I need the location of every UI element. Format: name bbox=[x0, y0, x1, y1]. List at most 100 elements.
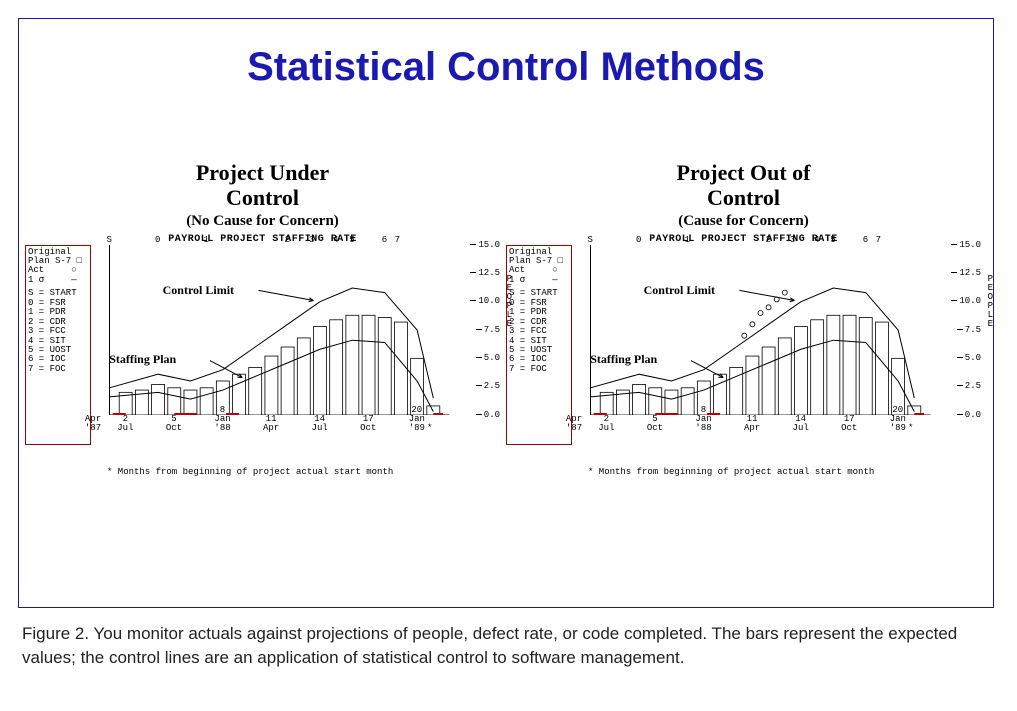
milestone-label: 3 bbox=[790, 235, 795, 245]
y-tick: 10.0 bbox=[470, 296, 500, 306]
bar bbox=[843, 315, 856, 415]
x-tick: 14Jul bbox=[793, 415, 809, 433]
milestone-label: 0 bbox=[636, 235, 641, 245]
bar bbox=[200, 387, 213, 414]
bar bbox=[859, 317, 872, 414]
x-tick: 2Jul bbox=[598, 415, 614, 433]
y-axis-label: PEOPLE bbox=[988, 275, 993, 329]
milestone-label: 1 bbox=[685, 235, 690, 245]
y-tick: 15.0 bbox=[470, 240, 500, 250]
milestone-label: 5 bbox=[349, 235, 354, 245]
chart-subtitle: Project Out ofControl bbox=[506, 160, 981, 211]
x-tick: Apr'87 bbox=[566, 415, 582, 433]
x-tick: 5Oct bbox=[647, 415, 663, 433]
y-tick: 5.0 bbox=[957, 353, 981, 363]
chart-panel: Project Out ofControl (Cause for Concern)… bbox=[506, 160, 981, 477]
actual-point bbox=[742, 333, 747, 338]
plot-area: S01245637Control LimitStaffing PlanApr'8… bbox=[93, 245, 466, 415]
annot-control-limit: Control Limit bbox=[163, 283, 234, 298]
annot-control-limit: Control Limit bbox=[644, 283, 715, 298]
chart-svg bbox=[93, 245, 466, 415]
milestone-label: 1 bbox=[204, 235, 209, 245]
milestone-label: 7 bbox=[395, 235, 400, 245]
x-tick: 8Jan'88 bbox=[214, 406, 230, 433]
milestone-label: 2 bbox=[285, 235, 290, 245]
y-tick: 0.0 bbox=[476, 410, 500, 420]
chart-plate: OriginalPlan S-7 □Act ○1 σ —S = START0 =… bbox=[25, 245, 500, 445]
milestone-label: 7 bbox=[876, 235, 881, 245]
bar bbox=[265, 356, 278, 415]
milestone-label: 4 bbox=[333, 235, 338, 245]
x-tick: 20Jan'89 bbox=[409, 406, 425, 433]
bar bbox=[168, 387, 181, 414]
bar bbox=[233, 374, 246, 415]
annot-staffing-plan: Staffing Plan bbox=[590, 352, 657, 367]
bar bbox=[649, 387, 662, 414]
milestone-label: 5 bbox=[830, 235, 835, 245]
y-tick: 0.0 bbox=[957, 410, 981, 420]
milestone-label: 2 bbox=[766, 235, 771, 245]
x-footer: * Months from beginning of project actua… bbox=[25, 467, 500, 477]
bar bbox=[714, 374, 727, 415]
y-tick: 2.5 bbox=[476, 381, 500, 391]
slide-title: Statistical Control Methods bbox=[19, 45, 993, 90]
milestone-label: S bbox=[106, 235, 111, 245]
charts-row: Project UnderControl (No Cause for Concer… bbox=[19, 160, 993, 477]
y-tick: 5.0 bbox=[476, 353, 500, 363]
y-axis: 0.02.55.07.510.012.515.0PEOPLE bbox=[947, 245, 981, 415]
y-tick: 15.0 bbox=[951, 240, 981, 250]
bar bbox=[314, 326, 327, 414]
y-tick: 2.5 bbox=[957, 381, 981, 391]
bar bbox=[152, 384, 165, 415]
bar bbox=[795, 326, 808, 414]
bar bbox=[665, 390, 678, 415]
x-tick: Apr'87 bbox=[85, 415, 101, 433]
actual-point bbox=[782, 290, 787, 295]
slide-frame: Statistical Control Methods Project Unde… bbox=[18, 18, 994, 608]
y-axis: 0.02.55.07.510.012.515.0PEOPLE bbox=[466, 245, 500, 415]
x-tick: 17Oct bbox=[360, 415, 376, 433]
legend-box: OriginalPlan S-7 □Act ○1 σ —S = START0 =… bbox=[506, 245, 572, 445]
x-tick: 11Apr bbox=[744, 415, 760, 433]
chart-svg bbox=[574, 245, 947, 415]
actual-point bbox=[750, 321, 755, 326]
plot-area: S01245637Control LimitStaffing PlanApr'8… bbox=[574, 245, 947, 415]
milestone-label: 6 bbox=[863, 235, 868, 245]
x-tick: 14Jul bbox=[312, 415, 328, 433]
bar bbox=[362, 315, 375, 415]
chart-paren: (No Cause for Concern) bbox=[25, 213, 500, 230]
y-tick: 7.5 bbox=[476, 325, 500, 335]
bar bbox=[778, 338, 791, 415]
milestone-label: 0 bbox=[155, 235, 160, 245]
bar bbox=[346, 315, 359, 415]
annot-staffing-plan: Staffing Plan bbox=[109, 352, 176, 367]
x-tick: 20Jan'89 bbox=[890, 406, 906, 433]
bar bbox=[281, 347, 294, 415]
actual-point bbox=[758, 310, 763, 315]
bar bbox=[184, 390, 197, 415]
x-tick: 5Oct bbox=[166, 415, 182, 433]
chart-plate: OriginalPlan S-7 □Act ○1 σ —S = START0 =… bbox=[506, 245, 981, 445]
milestone-label: 6 bbox=[382, 235, 387, 245]
y-tick: 10.0 bbox=[951, 296, 981, 306]
milestone-label: S bbox=[587, 235, 592, 245]
x-tick: 11Apr bbox=[263, 415, 279, 433]
bar bbox=[681, 387, 694, 414]
legend-box: OriginalPlan S-7 □Act ○1 σ —S = START0 =… bbox=[25, 245, 91, 445]
bar bbox=[378, 317, 391, 414]
actual-point bbox=[766, 304, 771, 309]
bar bbox=[762, 347, 775, 415]
chart-subtitle: Project UnderControl bbox=[25, 160, 500, 211]
x-footer: * Months from beginning of project actua… bbox=[506, 467, 981, 477]
bar bbox=[330, 319, 343, 414]
chart-paren: (Cause for Concern) bbox=[506, 213, 981, 230]
milestone-label: 3 bbox=[309, 235, 314, 245]
y-tick: 7.5 bbox=[957, 325, 981, 335]
x-tick: 8Jan'88 bbox=[695, 406, 711, 433]
bar bbox=[827, 315, 840, 415]
chart-panel: Project UnderControl (No Cause for Concer… bbox=[25, 160, 500, 477]
milestone-label: 4 bbox=[814, 235, 819, 245]
bar bbox=[633, 384, 646, 415]
y-tick: 12.5 bbox=[470, 268, 500, 278]
y-axis-label: PEOPLE bbox=[507, 275, 512, 329]
